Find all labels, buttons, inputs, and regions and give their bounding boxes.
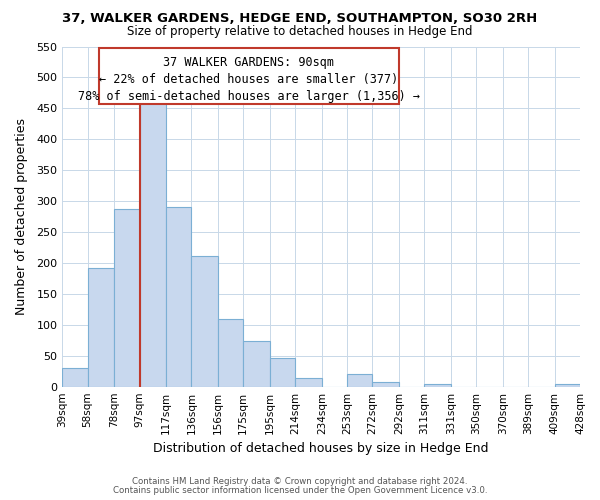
Text: ← 22% of detached houses are smaller (377): ← 22% of detached houses are smaller (37… bbox=[99, 72, 398, 86]
Bar bbox=[295, 378, 322, 386]
Bar bbox=[347, 374, 373, 386]
Text: 37, WALKER GARDENS, HEDGE END, SOUTHAMPTON, SO30 2RH: 37, WALKER GARDENS, HEDGE END, SOUTHAMPT… bbox=[62, 12, 538, 26]
Bar bbox=[114, 209, 140, 386]
Y-axis label: Number of detached properties: Number of detached properties bbox=[15, 118, 28, 315]
Bar bbox=[166, 206, 191, 386]
X-axis label: Distribution of detached houses by size in Hedge End: Distribution of detached houses by size … bbox=[154, 442, 489, 455]
Bar bbox=[62, 368, 88, 386]
Bar bbox=[191, 256, 218, 386]
Text: 78% of semi-detached houses are larger (1,356) →: 78% of semi-detached houses are larger (… bbox=[77, 90, 419, 102]
Text: Size of property relative to detached houses in Hedge End: Size of property relative to detached ho… bbox=[127, 25, 473, 38]
Bar bbox=[373, 382, 399, 386]
Bar bbox=[424, 384, 451, 386]
Text: Contains HM Land Registry data © Crown copyright and database right 2024.: Contains HM Land Registry data © Crown c… bbox=[132, 477, 468, 486]
Bar bbox=[140, 103, 166, 387]
Text: Contains public sector information licensed under the Open Government Licence v3: Contains public sector information licen… bbox=[113, 486, 487, 495]
Text: 37 WALKER GARDENS: 90sqm: 37 WALKER GARDENS: 90sqm bbox=[163, 56, 334, 68]
Bar bbox=[218, 318, 244, 386]
Bar bbox=[244, 341, 270, 386]
Bar bbox=[270, 358, 295, 386]
Bar bbox=[555, 384, 580, 386]
FancyBboxPatch shape bbox=[98, 48, 399, 104]
Bar bbox=[88, 268, 114, 386]
